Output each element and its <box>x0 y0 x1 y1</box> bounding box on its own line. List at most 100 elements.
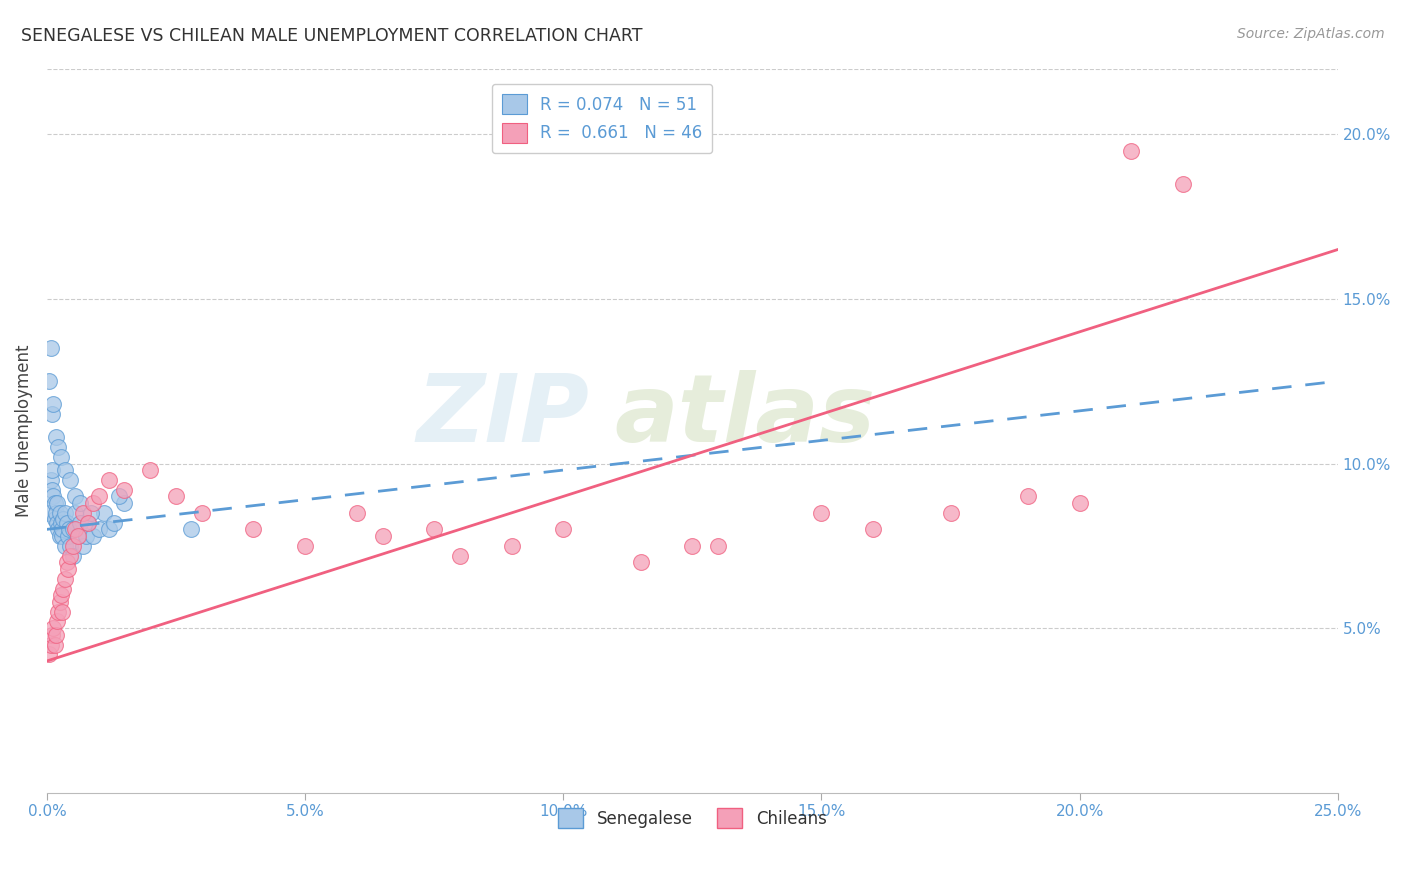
Point <box>55 555 77 569</box>
Point <box>501 539 523 553</box>
Point <box>51 516 73 530</box>
Point <box>53 539 76 553</box>
Point <box>449 549 471 563</box>
Point <box>46 496 69 510</box>
Point <box>45 430 67 444</box>
Point <box>49 595 72 609</box>
Point <box>112 496 135 510</box>
Text: atlas: atlas <box>614 370 876 462</box>
Point <box>80 506 103 520</box>
Point <box>553 522 575 536</box>
Point <box>1121 144 1143 158</box>
Point <box>53 506 76 520</box>
Point <box>38 374 60 388</box>
Point <box>423 522 446 536</box>
Point <box>87 490 110 504</box>
Point <box>139 463 162 477</box>
Point <box>41 463 63 477</box>
Point <box>49 506 72 520</box>
Point <box>630 555 652 569</box>
Point <box>46 522 69 536</box>
Point <box>72 539 94 553</box>
Point <box>51 605 73 619</box>
Point <box>1017 490 1039 504</box>
Point <box>103 516 125 530</box>
Point <box>46 605 69 619</box>
Point <box>46 615 69 629</box>
Legend: Senegalese, Chileans: Senegalese, Chileans <box>551 801 834 835</box>
Point <box>38 648 60 662</box>
Point <box>41 483 63 497</box>
Point <box>65 490 87 504</box>
Point <box>72 506 94 520</box>
Point <box>59 473 82 487</box>
Point <box>41 628 63 642</box>
Point <box>66 529 89 543</box>
Text: ZIP: ZIP <box>416 370 589 462</box>
Point <box>62 539 84 553</box>
Point <box>82 496 104 510</box>
Point <box>39 341 62 355</box>
Point <box>46 440 69 454</box>
Point <box>62 522 84 536</box>
Point <box>93 506 115 520</box>
Point <box>242 522 264 536</box>
Point <box>51 588 73 602</box>
Point <box>42 621 65 635</box>
Point <box>56 529 79 543</box>
Point <box>82 529 104 543</box>
Point <box>44 638 66 652</box>
Point <box>707 539 730 553</box>
Point <box>191 506 214 520</box>
Point <box>77 516 100 530</box>
Point <box>65 506 87 520</box>
Point <box>180 522 202 536</box>
Point <box>69 496 91 510</box>
Point <box>45 506 67 520</box>
Point <box>56 562 79 576</box>
Point <box>49 529 72 543</box>
Point <box>1069 496 1091 510</box>
Text: Source: ZipAtlas.com: Source: ZipAtlas.com <box>1237 27 1385 41</box>
Point <box>75 529 97 543</box>
Point <box>52 512 75 526</box>
Point <box>112 483 135 497</box>
Point <box>77 516 100 530</box>
Point <box>41 407 63 421</box>
Point <box>69 516 91 530</box>
Point <box>810 506 832 520</box>
Point <box>38 506 60 520</box>
Point <box>862 522 884 536</box>
Point <box>97 522 120 536</box>
Point <box>108 490 131 504</box>
Point <box>165 490 187 504</box>
Point <box>294 539 316 553</box>
Point <box>51 529 73 543</box>
Point <box>39 638 62 652</box>
Y-axis label: Male Unemployment: Male Unemployment <box>15 344 32 516</box>
Point <box>53 572 76 586</box>
Point <box>42 397 65 411</box>
Point <box>45 628 67 642</box>
Point <box>97 473 120 487</box>
Point <box>55 516 77 530</box>
Point <box>39 473 62 487</box>
Point <box>1171 177 1194 191</box>
Point <box>939 506 962 520</box>
Point <box>59 539 82 553</box>
Point <box>44 496 66 510</box>
Point <box>346 506 368 520</box>
Point <box>44 512 66 526</box>
Point <box>681 539 703 553</box>
Point <box>66 529 89 543</box>
Point <box>65 522 87 536</box>
Point <box>59 549 82 563</box>
Point <box>46 516 69 530</box>
Point <box>51 450 73 464</box>
Point <box>62 549 84 563</box>
Point <box>87 522 110 536</box>
Text: SENEGALESE VS CHILEAN MALE UNEMPLOYMENT CORRELATION CHART: SENEGALESE VS CHILEAN MALE UNEMPLOYMENT … <box>21 27 643 45</box>
Point <box>51 522 73 536</box>
Point <box>42 490 65 504</box>
Point <box>371 529 394 543</box>
